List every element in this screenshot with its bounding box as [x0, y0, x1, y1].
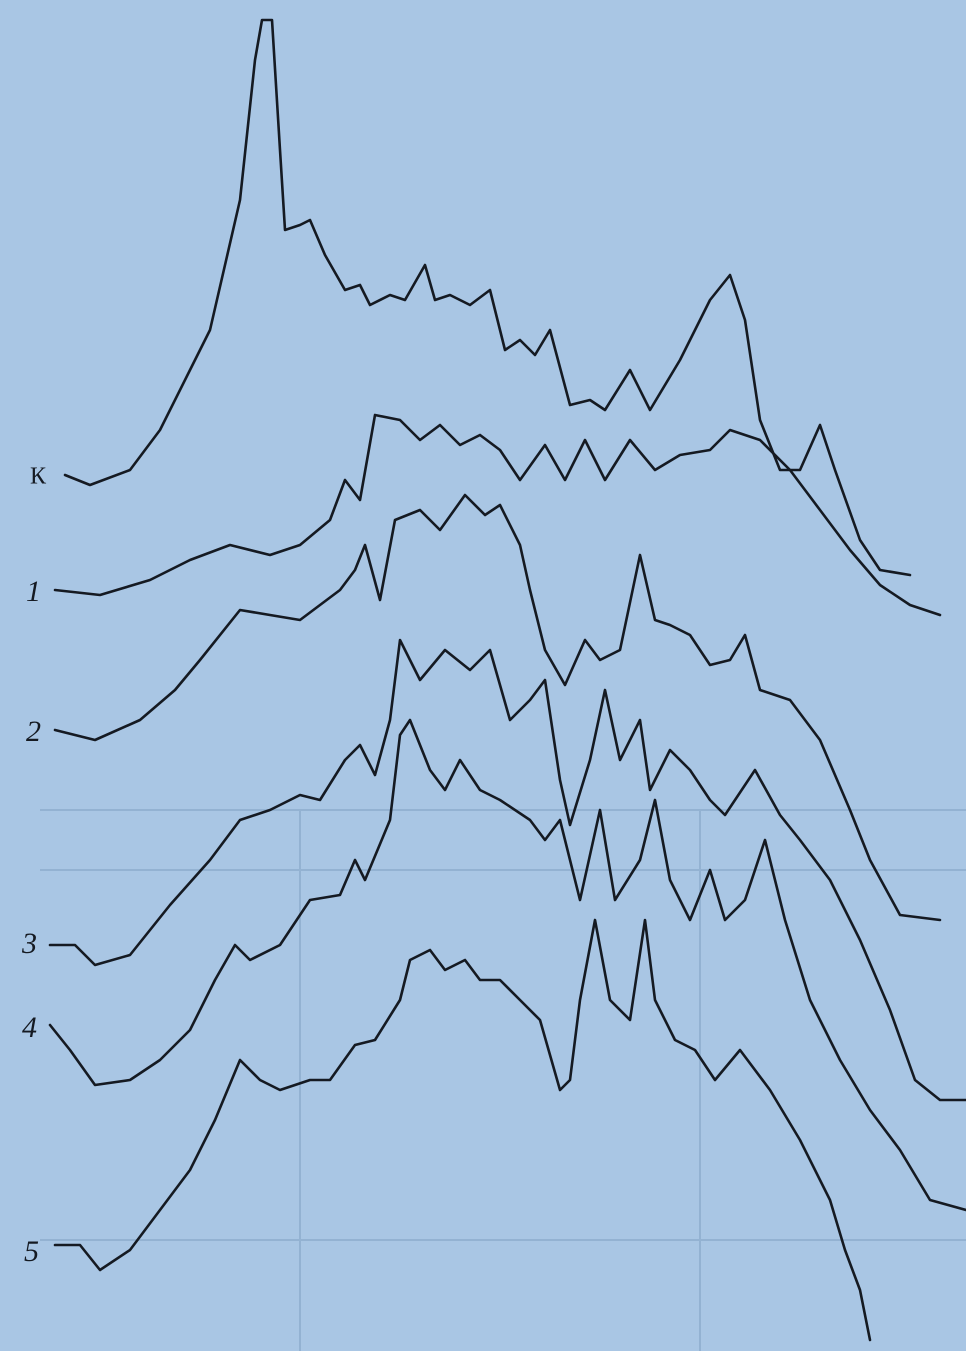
curve-label: 1	[26, 575, 41, 608]
curve-2	[53, 493, 942, 922]
curves	[48, 18, 966, 1342]
curve-4	[48, 718, 966, 1212]
curve-1	[53, 413, 942, 617]
background-table-lines	[40, 809, 966, 1351]
curve-5	[53, 918, 872, 1342]
curve-label: 5	[24, 1235, 39, 1268]
curve-label: 2	[26, 715, 41, 748]
curve-3	[48, 638, 966, 1102]
curve-label: 4	[22, 1011, 37, 1044]
curve-k	[63, 18, 912, 577]
curve-label: К	[30, 464, 47, 490]
curve-labels: К 1 2 3 4 5	[21, 464, 47, 1268]
curve-label: 3	[21, 927, 37, 960]
